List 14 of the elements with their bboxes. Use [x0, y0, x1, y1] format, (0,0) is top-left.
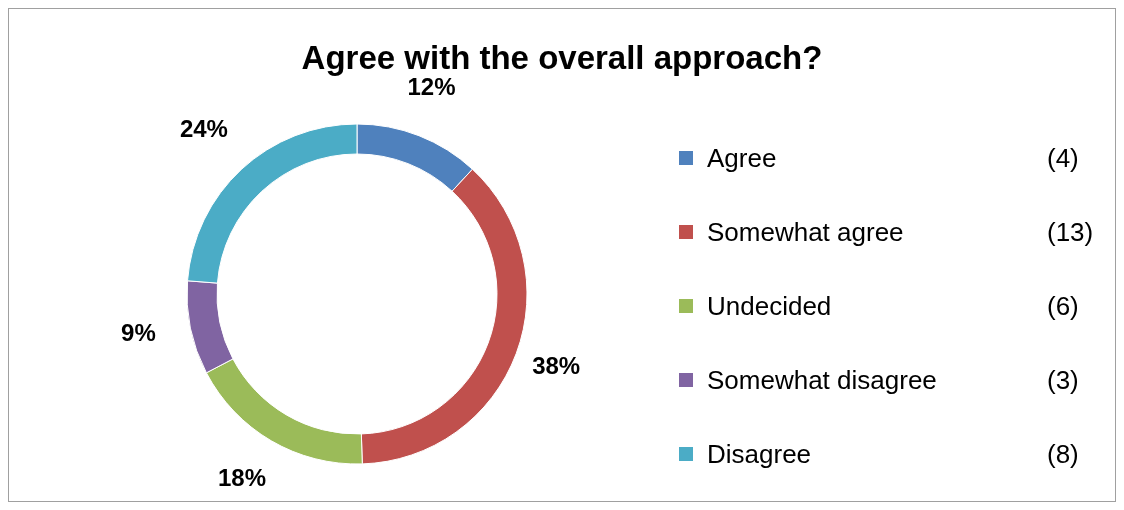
text: (3): [1047, 364, 1079, 396]
data-label: 24%: [179, 115, 228, 143]
data-label: 18%: [218, 463, 267, 491]
text: (4): [1047, 142, 1079, 174]
data-label: 38%: [532, 351, 581, 379]
legend-label: Undecided: [707, 290, 833, 322]
legend-label: Somewhat disagree: [707, 364, 938, 396]
text: (6): [1047, 290, 1079, 322]
text: (13): [1047, 216, 1094, 248]
text: (8): [1047, 438, 1079, 470]
data-label: 9%: [121, 319, 156, 347]
legend-label: Somewhat agree: [707, 216, 905, 248]
legend-label: Agree: [707, 142, 778, 174]
legend-label: Disagree: [707, 438, 813, 470]
